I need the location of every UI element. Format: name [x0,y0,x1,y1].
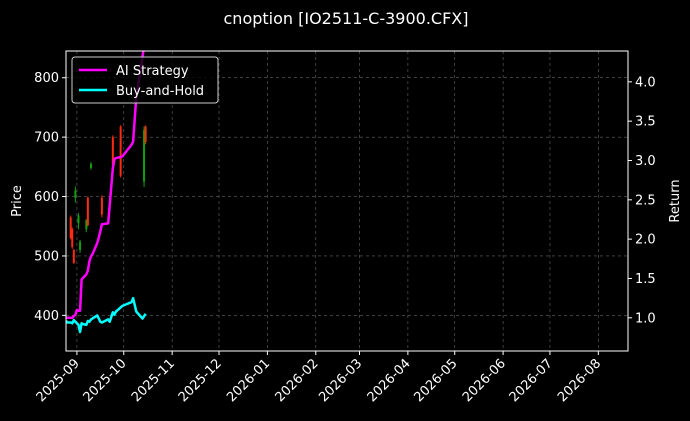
left-y-axis-label: Price [10,185,25,217]
candle-body [100,197,103,215]
left-y-tick-label: 700 [34,131,59,146]
candle-body [69,217,72,239]
candlestick-series [69,125,147,264]
plot-area-frame [65,50,629,352]
candle-body [119,126,122,176]
candle-body [144,126,147,142]
right-y-axis-ticks: 1.0 1.5 2.0 2.5 3.0 3.5 4.0 [628,75,656,326]
chart-title: cnoption [IO2511-C-3900.CFX] [224,9,469,28]
candle-body [77,215,80,224]
right-y-axis-label: Return [668,179,683,222]
left-y-axis-ticks: 400 500 600 700 800 [34,71,66,324]
right-y-tick-label: 3.0 [635,154,656,169]
left-y-tick-label: 400 [34,309,59,324]
candle-body [71,229,74,248]
legend-label-buy-and-hold: Buy-and-Hold [116,84,204,99]
candle-body [79,241,82,251]
candle-body [111,137,114,164]
left-y-tick-label: 500 [34,249,59,264]
candle-body [89,163,92,169]
candle-body [72,250,75,264]
right-y-tick-label: 1.5 [635,272,656,287]
legend: AI Strategy Buy-and-Hold [71,56,219,104]
right-y-tick-label: 2.5 [635,193,656,208]
left-y-tick-label: 800 [34,71,59,86]
right-y-tick-label: 3.5 [635,115,656,130]
right-y-tick-label: 1.0 [635,311,656,326]
right-y-tick-label: 2.0 [635,233,656,248]
left-y-tick-label: 600 [34,190,59,205]
candle-body [85,220,88,230]
candle-body [74,190,77,198]
legend-box [71,56,219,104]
right-y-tick-label: 4.0 [635,75,656,90]
candle-body [143,130,146,182]
legend-label-ai-strategy: AI Strategy [116,64,189,79]
series-line-buy-and-hold [66,296,147,334]
series-line-ai-strategy [66,51,145,320]
line-series [66,51,147,334]
candle-body [86,197,89,226]
